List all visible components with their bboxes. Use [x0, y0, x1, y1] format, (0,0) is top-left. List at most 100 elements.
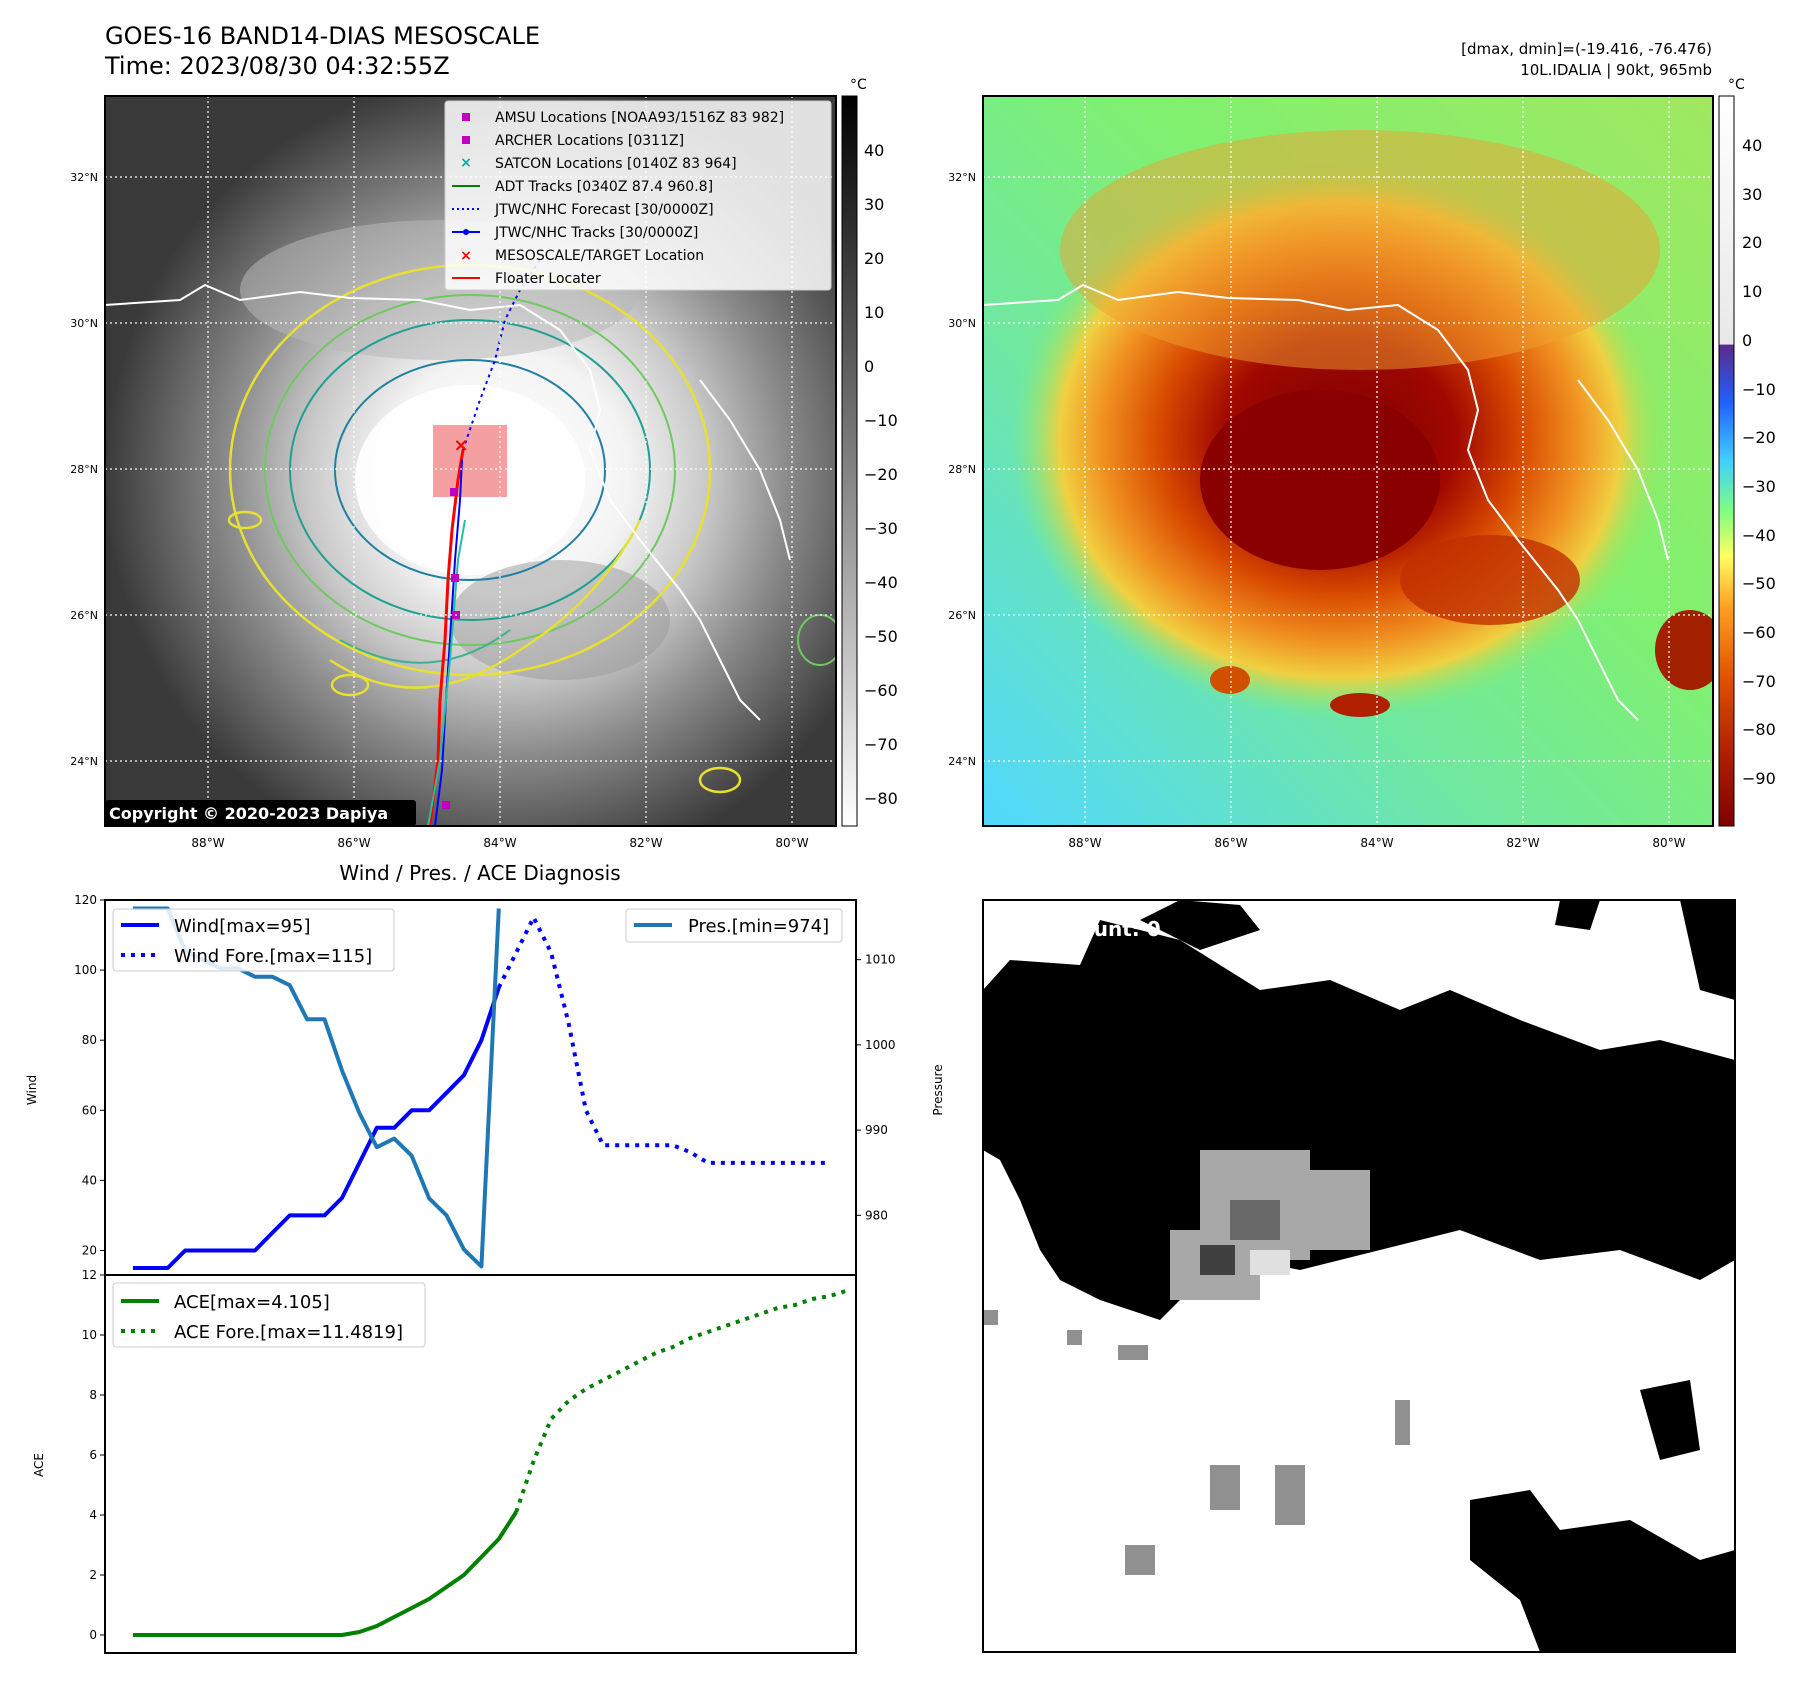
copyright-box	[105, 800, 416, 826]
legend-archer: ARCHER Locations [0311Z]	[495, 133, 684, 149]
ace-ytick-label: 4	[89, 1508, 97, 1522]
color-cbar-tick: −10	[1742, 380, 1776, 399]
wind-ticks: 20 40 60 80 100 120 980 990 1000 1010	[74, 893, 895, 1257]
color-colorbar-unit: °C	[1728, 77, 1745, 93]
gray-cbar-tick: −40	[864, 573, 898, 592]
wind-ytick-label: 60	[82, 1103, 97, 1117]
ace-ytick-label: 0	[89, 1628, 97, 1642]
ace-forecast-line	[514, 1288, 848, 1513]
lon-label: 80°W	[1652, 836, 1685, 850]
legend-floater: Floater Locater	[495, 271, 601, 287]
gray-cbar-tick: −50	[864, 627, 898, 646]
lon-label: 88°W	[1068, 836, 1101, 850]
lon-label: 84°W	[1360, 836, 1393, 850]
ace-line	[132, 1510, 518, 1637]
pressure-ylabel: Pressure	[931, 1064, 945, 1115]
wind-pressure-chart: 20 40 60 80 100 120 980 990 1000 1010 Wind Pressu…	[25, 893, 945, 1276]
wind-line	[132, 986, 501, 1270]
ir-map-lon-labels: 88°W 86°W 84°W 82°W 80°W	[191, 836, 808, 850]
lon-label: 82°W	[629, 836, 662, 850]
color-map-frame	[982, 95, 1714, 827]
map-legend: AMSU Locations [NOAA93/1516Z 83 982] ARC…	[444, 100, 832, 291]
wind-ytick-label: 80	[82, 1033, 97, 1047]
ace-ylabel: ACE	[32, 1453, 46, 1477]
color-cbar-tick: −70	[1742, 672, 1776, 691]
wmg-panel: WMG Count: 0	[982, 899, 1736, 1653]
lon-label: 82°W	[1506, 836, 1539, 850]
ir-map-lat-labels: 32°N 30°N 28°N 26°N 24°N	[70, 171, 98, 768]
color-cbar-tick: 40	[1742, 136, 1762, 155]
gray-colorbar-unit: °C	[850, 77, 867, 93]
color-cbar-tick: −90	[1742, 769, 1776, 788]
wind-ytick-label: 100	[74, 963, 97, 977]
lat-label: 30°N	[948, 317, 976, 330]
svg-text:×: ×	[460, 248, 472, 264]
gray-cbar-tick: −80	[864, 789, 898, 808]
legend-ace: ACE[max=4.105]	[174, 1292, 330, 1313]
wind-ylabel: Wind	[25, 1075, 39, 1105]
gray-cbar-tick: 20	[864, 249, 884, 268]
diagnosis-title: Wind / Pres. / ACE Diagnosis	[339, 861, 620, 885]
pressure-legend: Pres.[min=974]	[625, 908, 843, 943]
ace-legend: ACE[max=4.105] ACE Fore.[max=11.4819]	[112, 1282, 426, 1348]
gray-cbar-tick: 30	[864, 195, 884, 214]
ace-plot-area	[132, 1288, 848, 1637]
color-cbar-tick: 10	[1742, 282, 1762, 301]
ace-ytick-label: 2	[89, 1568, 97, 1582]
ace-ytick-label: 8	[89, 1388, 97, 1402]
lat-label: 30°N	[70, 317, 98, 330]
lat-label: 26°N	[70, 609, 98, 622]
legend-tracks: JTWC/NHC Tracks [30/0000Z]	[494, 225, 698, 241]
wind-ytick-label: 20	[82, 1243, 97, 1257]
gray-cbar-tick: −70	[864, 735, 898, 754]
pressure-ytick-label: 1010	[865, 953, 896, 967]
ace-ytick-label: 12	[82, 1268, 97, 1282]
legend-amsu: AMSU Locations [NOAA93/1516Z 83 982]	[495, 110, 784, 126]
lon-label: 84°W	[483, 836, 516, 850]
color-colorbar: °C 40 30 20 10 0 −10 −20 −30 −40 −50 −60…	[1718, 77, 1776, 827]
svg-text:×: ×	[453, 435, 468, 456]
gray-cbar-tick: −10	[864, 411, 898, 430]
lat-label: 32°N	[70, 171, 98, 184]
legend-ace-fore: ACE Fore.[max=11.4819]	[174, 1322, 403, 1343]
svg-text:×: ×	[460, 155, 472, 171]
legend-pressure: Pres.[min=974]	[688, 916, 829, 937]
wind-legend: Wind[max=95] Wind Fore.[max=115]	[112, 908, 395, 972]
lat-label: 26°N	[948, 609, 976, 622]
gray-cbar-tick: −60	[864, 681, 898, 700]
color-cbar-tick: −30	[1742, 477, 1776, 496]
color-cbar-tick: −80	[1742, 720, 1776, 739]
lat-label: 28°N	[948, 463, 976, 476]
color-cbar-tick: 0	[1742, 331, 1752, 350]
pressure-ytick-label: 1000	[865, 1038, 896, 1052]
wind-ytick-label: 40	[82, 1173, 97, 1187]
gray-cbar-tick: 10	[864, 303, 884, 322]
legend-wind-fore: Wind Fore.[max=115]	[174, 946, 372, 967]
ir-map-frame	[104, 95, 837, 827]
lon-label: 86°W	[1214, 836, 1247, 850]
legend-wind: Wind[max=95]	[174, 916, 311, 937]
wind-forecast-line	[497, 915, 830, 1165]
legend-forecast: JTWC/NHC Forecast [30/0000Z]	[494, 202, 714, 218]
pressure-ytick-label: 980	[865, 1208, 888, 1222]
ace-ytick-label: 6	[89, 1448, 97, 1462]
lat-label: 24°N	[948, 755, 976, 768]
wmg-count-label: WMG Count: 0	[1000, 917, 1161, 941]
lat-label: 28°N	[70, 463, 98, 476]
ace-chart: 0 2 4 6 8 10 12 ACE ACE[max=4.105] ACE Fore.[m…	[32, 1268, 857, 1654]
color-map-lat-labels: 32°N 30°N 28°N 26°N 24°N	[948, 171, 976, 768]
legend-target: MESOSCALE/TARGET Location	[495, 248, 704, 264]
lon-label: 80°W	[775, 836, 808, 850]
storm-info: 10L.IDALIA | 90kt, 965mb	[1520, 61, 1712, 79]
color-map-panel	[983, 96, 1713, 826]
pressure-ytick-label: 990	[865, 1123, 888, 1137]
gray-cbar-tick: 40	[864, 141, 884, 160]
copyright: Copyright © 2020-2023 Dapiya	[109, 804, 388, 823]
color-cbar-tick: −40	[1742, 526, 1776, 545]
color-cbar-tick: −20	[1742, 428, 1776, 447]
dmax-dmin-readout: [dmax, dmin]=(-19.416, -76.476)	[1461, 40, 1712, 58]
gray-cbar-tick: −30	[864, 519, 898, 538]
wind-ytick-label: 120	[74, 893, 97, 907]
gray-cbar-tick: 0	[864, 357, 874, 376]
